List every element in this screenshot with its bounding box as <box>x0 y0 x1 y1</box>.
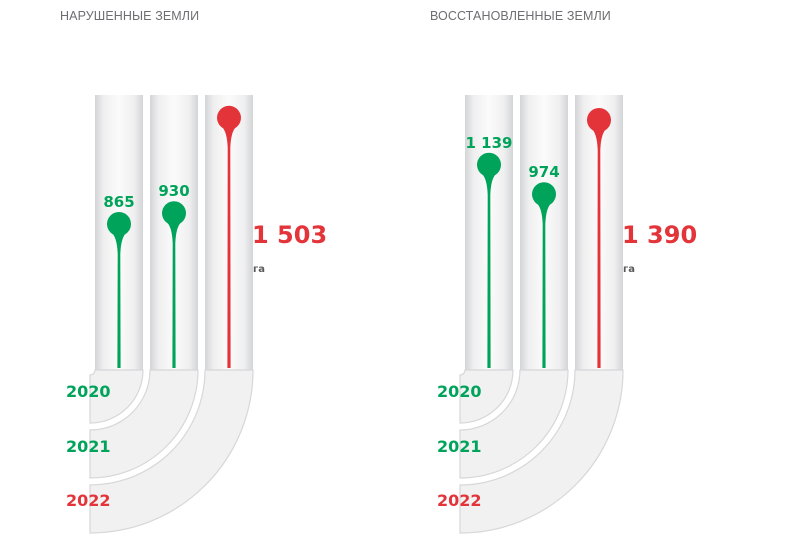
category-label-2021: 2021 <box>437 437 482 456</box>
value-label-2020: 1 139 <box>466 134 513 152</box>
category-label-2022: 2022 <box>66 491 111 510</box>
highlight-value-label: 1 503 <box>252 221 327 249</box>
highlight-value-label: 1 390 <box>622 221 697 249</box>
lollipop-2022 <box>217 105 241 369</box>
value-label-2021: 974 <box>528 163 559 181</box>
category-label-2021: 2021 <box>66 437 111 456</box>
track-curve-2020 <box>459 369 514 424</box>
dot-2021 <box>532 182 556 207</box>
stem-2020 <box>110 232 128 368</box>
track-curve-2021 <box>459 369 569 479</box>
lollipop-2020 <box>107 212 131 368</box>
dot-2020 <box>477 152 501 177</box>
stem-2021 <box>535 202 553 368</box>
value-label-2020: 865 <box>103 193 134 211</box>
value-label-2021: 930 <box>158 182 189 200</box>
category-label-2020: 2020 <box>437 382 482 401</box>
lollipop-2020 <box>477 152 501 368</box>
category-label-2020: 2020 <box>66 382 111 401</box>
stem-2020 <box>480 172 498 368</box>
category-label-2022: 2022 <box>437 491 482 510</box>
chart-title-restored-lands: ВОССТАНОВЛЕННЫЕ ЗЕМЛИ <box>430 9 611 23</box>
track-curve-2022 <box>89 369 254 534</box>
dot-2020 <box>107 212 131 237</box>
stem-2022 <box>590 127 608 368</box>
lollipop-2021 <box>532 182 556 368</box>
unit-label: га <box>623 264 635 275</box>
stem-2022 <box>220 125 238 369</box>
chart-title-disturbed-lands: НАРУШЕННЫЕ ЗЕМЛИ <box>60 9 200 23</box>
lollipop-2021 <box>162 201 186 368</box>
track-curve-2021 <box>89 369 199 479</box>
dot-2022 <box>217 105 241 130</box>
track-curve-2022 <box>459 369 624 534</box>
stem-2021 <box>165 221 183 368</box>
track-curve-2020 <box>89 369 144 424</box>
dot-2022 <box>587 107 611 132</box>
dot-2021 <box>162 201 186 226</box>
lollipop-2022 <box>587 107 611 368</box>
unit-label: га <box>253 264 265 275</box>
